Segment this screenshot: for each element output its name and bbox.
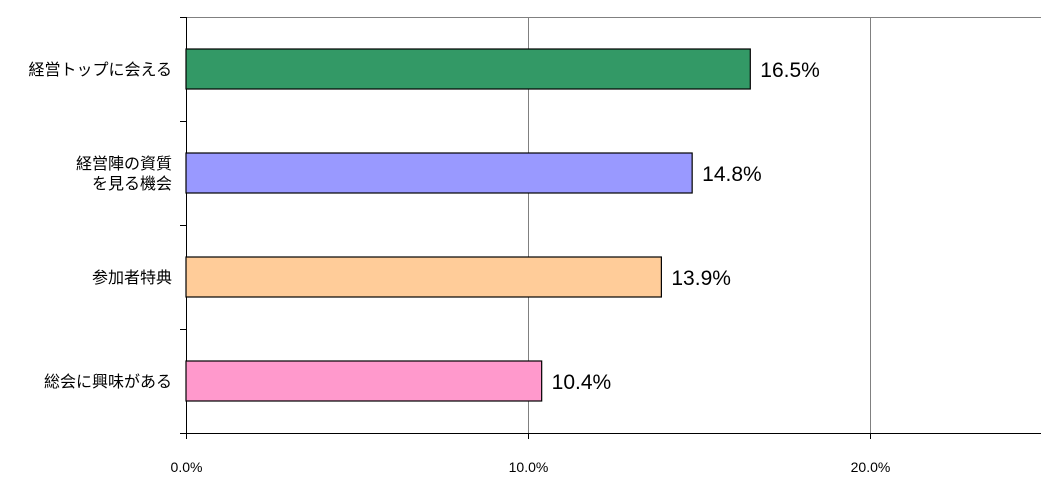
data-label: 16.5% — [760, 59, 820, 82]
data-label: 14.8% — [702, 163, 762, 186]
x-tick-label: 0.0% — [171, 459, 203, 475]
category-label: を見る機会 — [92, 174, 172, 193]
bar — [185, 256, 662, 298]
category-label: 参加者特典 — [92, 268, 172, 287]
category-label: 経営トップに会える — [28, 60, 172, 79]
labels: 0.0% 10.0% 20.0% 16.5% 経営トップに会える 14.8% 経営陣の資質を… — [28, 59, 890, 475]
category-label: 総会に興味がある — [44, 372, 172, 391]
bar — [185, 360, 543, 402]
bar — [185, 152, 693, 194]
category-label: 経営陣の資質 — [76, 154, 172, 173]
data-label: 10.4% — [552, 371, 612, 394]
bars — [185, 48, 751, 402]
data-label: 13.9% — [671, 267, 731, 290]
x-tick-label: 10.0% — [509, 459, 549, 475]
bar — [185, 48, 751, 90]
x-tick-label: 20.0% — [851, 459, 891, 475]
